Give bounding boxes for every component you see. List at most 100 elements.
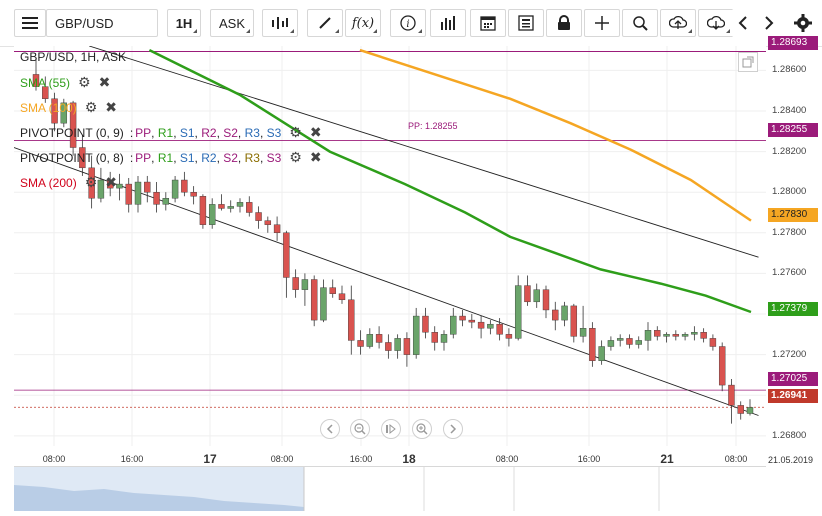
instrument-label: GBP/USD, 1H, ASK [20,50,126,64]
candle-body [264,220,272,225]
chart-area[interactable] [14,46,766,446]
candle-body [431,332,438,343]
x-tick-label: 16:00 [349,454,373,464]
info-button[interactable]: i [390,9,426,37]
candle-body [505,334,513,339]
overview-navigator[interactable] [14,466,766,511]
price-type-button[interactable]: ASK [210,9,254,37]
next-button[interactable] [758,9,780,37]
sma55-settings-icon[interactable]: ⚙ [78,74,91,90]
pivot2-r1: R1 [157,150,174,165]
pivot2-s2: S2 [223,150,238,165]
candle-body [718,346,726,386]
pivot2-settings-icon[interactable]: ⚙ [289,149,302,165]
x-tick-label: 08:00 [724,454,748,464]
zoom-button[interactable] [622,9,658,37]
zoom-out-button[interactable] [350,419,370,439]
candle-body [450,315,457,335]
candle-body [746,407,754,414]
pivot-low-tag: 1.27025 [768,372,818,386]
pivot2-s1: S1 [179,150,195,165]
x-tick-label: 21 [660,452,674,466]
y-tick-label: 1.28600 [772,64,807,76]
crosshair-button[interactable] [584,9,620,37]
zoom-in-button[interactable] [412,419,432,439]
sma200-settings-icon[interactable]: ⚙ [84,174,98,190]
candlestick-type-icon [272,17,288,29]
candle-body [570,305,578,337]
scroll-right-button[interactable] [443,419,463,439]
timeframe-button[interactable]: 1H [167,9,201,37]
candle-body [310,279,318,321]
candle-body [459,315,466,321]
calendar-button[interactable] [470,9,506,37]
y-tick-label: 1.28400 [772,104,807,116]
candle-body [700,332,707,339]
candle-body [116,183,123,189]
sma55-close-icon[interactable]: ✖ [98,74,111,90]
calendar-icon [480,16,496,31]
lock-icon [558,15,570,30]
sma100-tag: 1.27830 [768,208,818,222]
candle-body [51,98,58,124]
lock-button[interactable] [546,9,582,37]
sma100-settings-icon[interactable]: ⚙ [84,99,98,115]
candle-body [301,279,309,290]
pivot1-pp: PP [135,125,152,140]
candle-body [199,196,207,225]
download-button[interactable] [698,9,734,37]
sma55-line [148,48,752,314]
x-tick-label: 17 [203,452,217,466]
y-tick-label: 1.26800 [772,429,807,441]
date-label: 21.05.2019 [768,455,814,465]
scroll-left-button[interactable] [320,419,340,439]
candle-body [412,315,420,355]
indicator-fx-icon[interactable]: f(x) [345,9,381,37]
sma200-close-icon[interactable]: ✖ [105,174,117,190]
pivot1-r3: R3 [244,125,260,140]
candle-body [153,191,160,205]
pivot1-r1: R1 [157,125,174,140]
candle-body [403,338,411,355]
prev-button[interactable] [732,9,754,37]
upload-button[interactable] [660,9,696,37]
candle-body [607,340,615,347]
pivot1-settings-icon[interactable]: ⚙ [289,124,302,140]
symbol-input[interactable]: GBP/USD [46,9,158,37]
candle-body [246,202,253,213]
candle-body [542,289,550,311]
pivot1-label: PIVOTPOINT (0, 9) [20,125,124,140]
legend-sma55: SMA (55) ⚙ ✖ [20,74,110,91]
candle-body [672,334,680,337]
candle-body [524,285,531,303]
pivot1-close-icon[interactable]: ✖ [309,124,322,140]
candle-body [477,321,485,329]
settings-button[interactable] [790,9,816,37]
volume-bars-icon [441,16,455,30]
chevron-left-icon [326,424,333,434]
candle-body [681,334,689,337]
pivot2-close-icon[interactable]: ✖ [309,149,322,165]
svg-text:i: i [406,19,409,30]
y-tick-label: 1.28000 [772,186,807,198]
reset-zoom-button[interactable] [381,419,401,439]
sma100-close-icon[interactable]: ✖ [105,99,117,115]
pivot1-s3: S3 [266,125,282,140]
x-tick-label: 16:00 [120,454,144,464]
sma100-label: SMA (100) [20,100,77,115]
volume-button[interactable] [430,9,466,37]
chart-type-button[interactable] [262,9,298,37]
draw-button[interactable] [307,9,343,37]
legend-sma200: SMA (200) ⚙ ✖ [20,174,117,191]
settings-icon [794,14,812,32]
candle-body [487,323,494,329]
candle-body [42,86,49,99]
menu-button[interactable] [14,9,46,37]
expand-chart-button[interactable] [738,52,758,72]
overview-chart [14,467,660,511]
draw-line-icon [319,17,331,29]
news-button[interactable] [508,9,544,37]
candle-body [348,299,355,341]
price-chart[interactable] [14,46,766,446]
expand-icon [742,56,754,68]
